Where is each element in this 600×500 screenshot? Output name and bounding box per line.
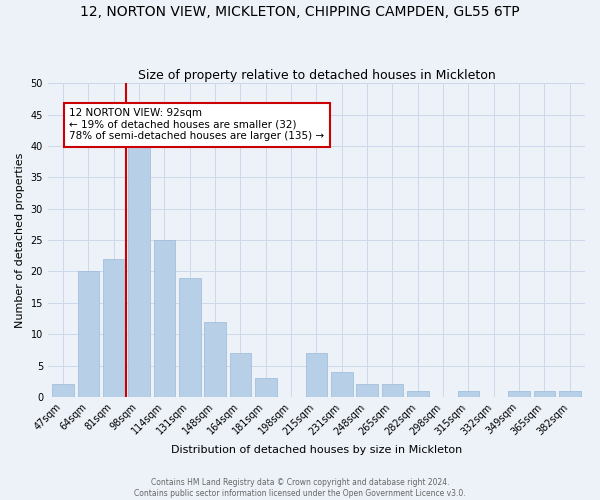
Title: Size of property relative to detached houses in Mickleton: Size of property relative to detached ho… (137, 69, 496, 82)
Bar (205, 322, 226, 397)
Bar (407, 390, 428, 397)
Text: 12, NORTON VIEW, MICKLETON, CHIPPING CAMPDEN, GL55 6TP: 12, NORTON VIEW, MICKLETON, CHIPPING CAM… (80, 5, 520, 19)
Bar (382, 384, 403, 397)
Bar (356, 384, 378, 397)
Bar (230, 353, 251, 397)
Bar (179, 278, 200, 397)
Bar (458, 390, 479, 397)
Text: Contains HM Land Registry data © Crown copyright and database right 2024.
Contai: Contains HM Land Registry data © Crown c… (134, 478, 466, 498)
Bar (154, 240, 175, 397)
Bar (508, 390, 530, 397)
Bar (305, 353, 327, 397)
X-axis label: Distribution of detached houses by size in Mickleton: Distribution of detached houses by size … (171, 445, 462, 455)
Bar (331, 372, 353, 397)
Bar (77, 272, 99, 397)
Bar (559, 390, 581, 397)
Bar (103, 259, 125, 397)
Y-axis label: Number of detached properties: Number of detached properties (15, 152, 25, 328)
Bar (255, 378, 277, 397)
Text: 12 NORTON VIEW: 92sqm
← 19% of detached houses are smaller (32)
78% of semi-deta: 12 NORTON VIEW: 92sqm ← 19% of detached … (70, 108, 325, 142)
Bar (52, 384, 74, 397)
Bar (533, 390, 555, 397)
Bar (128, 140, 150, 397)
